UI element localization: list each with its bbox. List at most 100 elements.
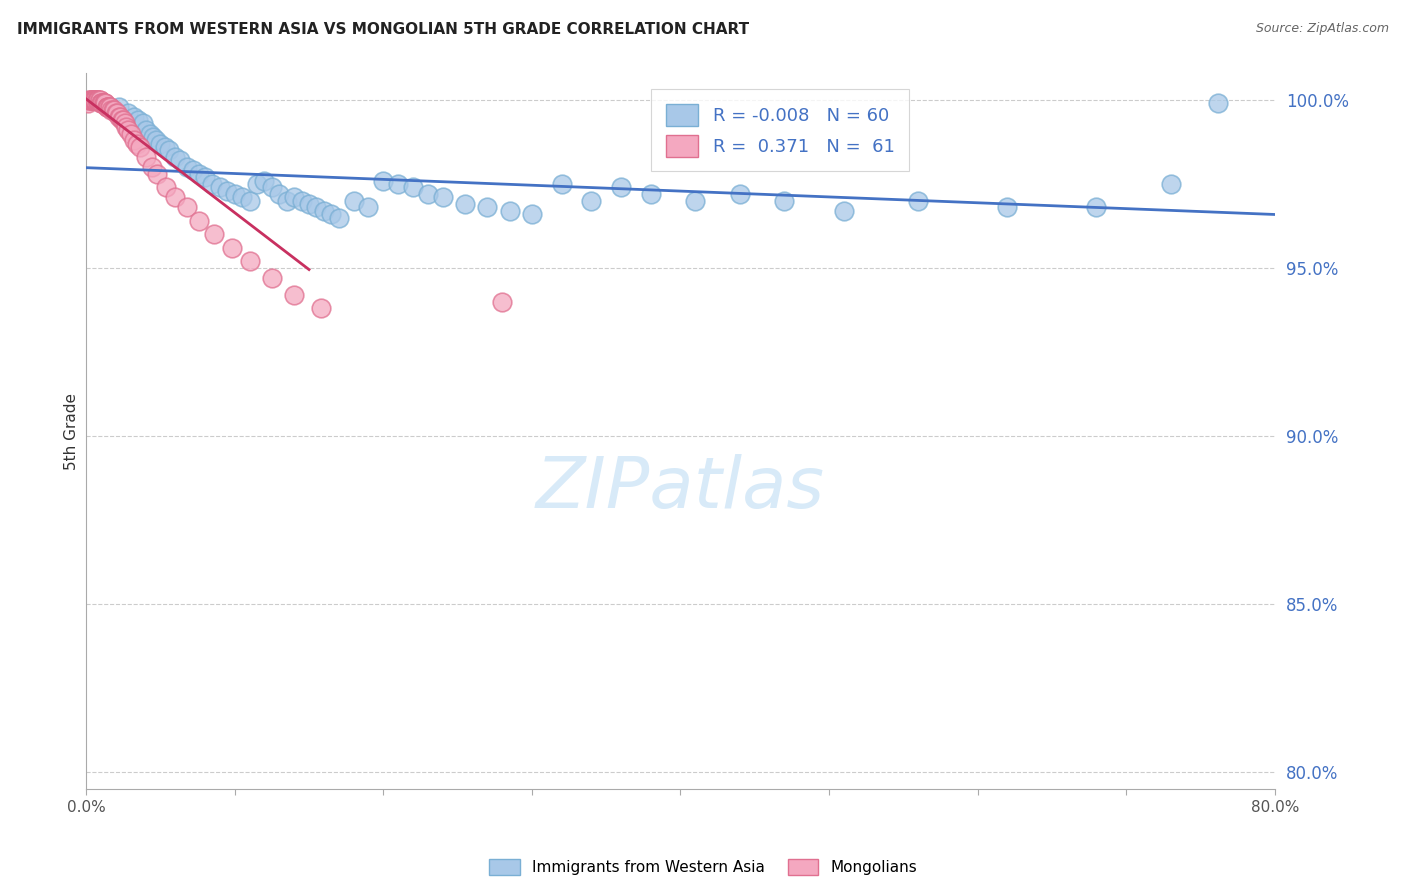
Point <box>581 194 603 208</box>
Point <box>176 201 198 215</box>
Point <box>157 144 180 158</box>
Point <box>276 194 298 208</box>
Point <box>194 170 217 185</box>
Text: ZIPatlas: ZIPatlas <box>536 454 825 523</box>
Point <box>96 100 118 114</box>
Point <box>188 214 211 228</box>
Point <box>97 100 120 114</box>
Point <box>82 93 104 107</box>
Point <box>231 190 253 204</box>
Point <box>84 93 107 107</box>
Point <box>94 96 117 111</box>
Point <box>115 120 138 134</box>
Point <box>773 194 796 208</box>
Point <box>112 113 135 128</box>
Point <box>87 93 110 107</box>
Point <box>221 241 243 255</box>
Point <box>298 197 321 211</box>
Point <box>128 140 150 154</box>
Y-axis label: 5th Grade: 5th Grade <box>65 392 79 469</box>
Point <box>491 294 513 309</box>
Point <box>98 100 121 114</box>
Point <box>373 173 395 187</box>
Point <box>145 133 167 147</box>
Point <box>165 150 187 164</box>
Point <box>131 116 153 130</box>
Point <box>201 177 224 191</box>
Point <box>104 106 127 120</box>
Point <box>1206 96 1229 111</box>
Point <box>260 180 283 194</box>
Point <box>142 129 165 144</box>
Point <box>416 187 439 202</box>
Point <box>103 103 125 117</box>
Point <box>83 93 105 107</box>
Point <box>120 127 142 141</box>
Point <box>91 96 114 111</box>
Point <box>108 110 131 124</box>
Point <box>1085 201 1108 215</box>
Point <box>357 201 380 215</box>
Point <box>105 106 128 120</box>
Point <box>640 187 662 202</box>
Point <box>153 140 176 154</box>
Point <box>90 96 112 111</box>
Point <box>328 211 350 225</box>
Legend: R = -0.008   N = 60, R =  0.371   N =  61: R = -0.008 N = 60, R = 0.371 N = 61 <box>651 89 910 171</box>
Point <box>100 103 122 117</box>
Point <box>342 194 364 208</box>
Point <box>387 177 409 191</box>
Point <box>217 184 239 198</box>
Point <box>260 271 283 285</box>
Point <box>498 203 520 218</box>
Point <box>127 113 149 128</box>
Point <box>79 93 101 107</box>
Point <box>432 190 454 204</box>
Point <box>188 167 211 181</box>
Point <box>454 197 477 211</box>
Point <box>728 187 751 202</box>
Point <box>283 190 305 204</box>
Point <box>94 96 117 111</box>
Point <box>96 100 118 114</box>
Point <box>208 180 231 194</box>
Point <box>610 180 633 194</box>
Point <box>117 106 139 120</box>
Point <box>139 127 162 141</box>
Point <box>93 96 115 111</box>
Point <box>110 110 132 124</box>
Text: IMMIGRANTS FROM WESTERN ASIA VS MONGOLIAN 5TH GRADE CORRELATION CHART: IMMIGRANTS FROM WESTERN ASIA VS MONGOLIA… <box>17 22 749 37</box>
Point <box>135 123 157 137</box>
Point <box>312 203 335 218</box>
Point <box>93 96 115 111</box>
Point <box>108 100 131 114</box>
Point <box>91 96 114 111</box>
Point <box>181 163 204 178</box>
Point <box>89 93 111 107</box>
Point <box>202 227 225 242</box>
Text: Source: ZipAtlas.com: Source: ZipAtlas.com <box>1256 22 1389 36</box>
Point <box>135 150 157 164</box>
Point <box>125 136 148 151</box>
Point <box>114 116 136 130</box>
Point <box>321 207 343 221</box>
Point <box>79 93 101 107</box>
Point <box>117 123 139 137</box>
Point <box>77 93 100 107</box>
Point <box>283 288 305 302</box>
Point <box>77 93 100 107</box>
Point <box>89 93 111 107</box>
Point <box>685 194 707 208</box>
Point <box>165 190 187 204</box>
Point <box>101 103 124 117</box>
Point <box>76 96 98 111</box>
Point <box>83 93 105 107</box>
Point <box>520 207 543 221</box>
Point <box>832 203 855 218</box>
Point <box>155 180 177 194</box>
Point <box>146 167 169 181</box>
Point <box>86 93 108 107</box>
Point <box>141 160 163 174</box>
Point <box>82 93 104 107</box>
Point <box>97 100 120 114</box>
